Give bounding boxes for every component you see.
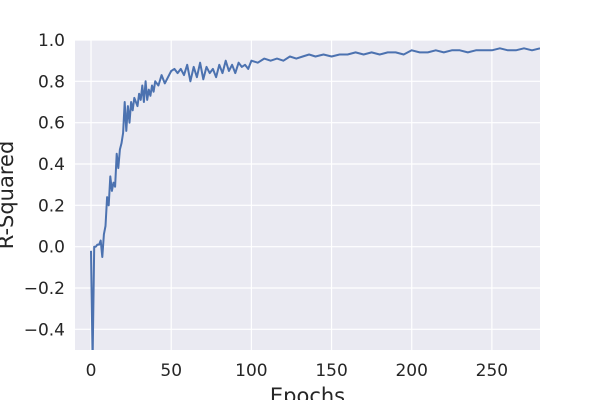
x-tick-label: 200 <box>395 361 427 381</box>
y-tick-label: 0.2 <box>38 196 65 216</box>
y-tick-label: 1.0 <box>38 31 65 51</box>
series-layer <box>90 47 540 350</box>
y-tick-label: 0.0 <box>38 238 65 258</box>
x-tick-label: 150 <box>315 361 347 381</box>
gridlines <box>75 39 540 350</box>
x-tick-label: 50 <box>160 361 182 381</box>
y-tick-label: −0.2 <box>24 279 65 299</box>
x-tick-label: 0 <box>86 361 97 381</box>
r-squared-line <box>90 47 540 350</box>
x-tick-label: 100 <box>235 361 267 381</box>
y-tick-label: 0.6 <box>38 114 65 134</box>
y-tick-label: 0.4 <box>38 155 65 175</box>
y-tick-label: 0.8 <box>38 72 65 92</box>
x-tick-label: 250 <box>476 361 508 381</box>
y-tick-label: −0.4 <box>24 320 65 340</box>
y-axis-label: R-Squared <box>0 141 18 250</box>
x-axis-label: Epochs <box>270 384 345 400</box>
plot-area <box>75 40 540 350</box>
tick-labels: 0 50 100 150 200 250 −0.4 −0.2 0.0 0.2 0.4 0.6 0.8 1.… <box>24 31 508 381</box>
